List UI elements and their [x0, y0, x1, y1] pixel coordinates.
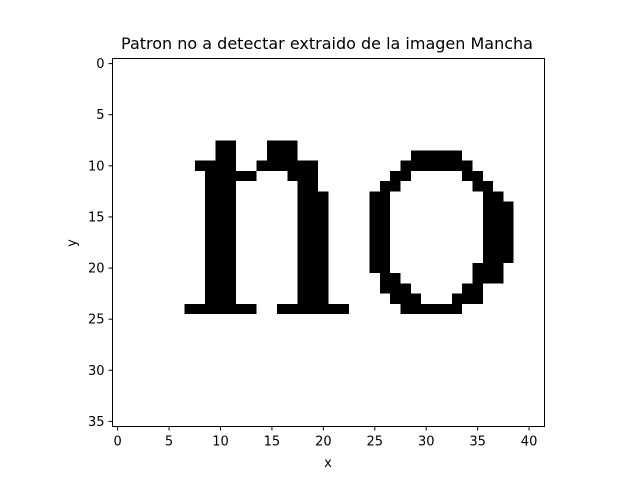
y-tick-label: 15 — [88, 210, 105, 225]
x-tick-label: 15 — [264, 435, 281, 450]
y-tick-label: 10 — [88, 159, 105, 174]
pixel-run — [205, 222, 236, 233]
y-tick-label: 35 — [88, 415, 105, 430]
pixel-run — [205, 283, 236, 294]
pixel-run — [205, 201, 236, 212]
y-tick-label: 25 — [88, 313, 105, 328]
pixel-run — [266, 150, 298, 161]
pixel-run — [379, 181, 401, 192]
x-tick-label: 35 — [469, 435, 486, 450]
pixel-run — [194, 160, 236, 171]
pixel-run — [297, 283, 329, 294]
pixel-run — [451, 293, 483, 304]
pixel-run — [297, 222, 329, 233]
pixel-run — [400, 303, 463, 315]
pixel-run — [205, 293, 236, 304]
pixel-run — [369, 242, 391, 253]
pixel-run — [462, 283, 483, 294]
pixel-run — [266, 140, 298, 151]
pixel-run — [369, 262, 391, 274]
pixel-run — [379, 273, 401, 284]
pixel-run — [297, 181, 319, 192]
pixel-run — [369, 232, 391, 243]
pixel-run — [184, 303, 257, 315]
pixel-run — [482, 252, 514, 263]
x-tick-label: 40 — [521, 435, 538, 450]
pixel-run — [297, 201, 329, 212]
y-axis-label: y — [65, 239, 80, 247]
pixel-run — [205, 181, 236, 192]
pixel-run — [472, 181, 494, 192]
pixel-run — [277, 303, 350, 315]
y-tick-label: 0 — [96, 57, 104, 72]
pixel-run — [256, 160, 319, 171]
pixel-run — [297, 232, 329, 243]
pixel-run — [482, 242, 514, 253]
x-tick-label: 30 — [418, 435, 435, 450]
pixel-run — [205, 252, 236, 263]
pixel-run — [287, 170, 319, 182]
pixel-run — [215, 150, 236, 161]
pixel-run — [297, 252, 329, 263]
pixel-run — [482, 222, 514, 233]
pixel-run — [205, 170, 257, 182]
y-tick-label: 20 — [88, 262, 105, 277]
y-tick-label: 30 — [88, 364, 105, 379]
pixel-run — [205, 262, 236, 274]
pixel-run — [215, 140, 236, 151]
pixel-run — [297, 273, 329, 284]
pixel-run — [369, 252, 391, 263]
pixel-run — [482, 211, 514, 223]
pixel-run — [369, 211, 391, 223]
x-tick-label: 5 — [165, 435, 173, 450]
pixel-run — [205, 211, 236, 223]
pixel-run — [482, 191, 504, 202]
pixel-run — [482, 232, 514, 243]
pixel-run — [205, 191, 236, 202]
image-pixels — [184, 140, 514, 315]
pixel-run — [297, 242, 329, 253]
pixel-run — [390, 170, 411, 182]
pixel-run — [205, 273, 236, 284]
y-tick-label: 5 — [96, 108, 104, 123]
pixel-run — [369, 191, 391, 202]
y-axis-ticks: 0 5 10 15 20 25 30 35 — [88, 57, 113, 430]
x-axis-ticks: 0 5 10 15 20 25 30 35 40 — [114, 426, 538, 450]
x-tick-label: 10 — [212, 435, 229, 450]
x-axis-label: x — [324, 456, 332, 471]
pixel-run — [369, 222, 391, 233]
pixel-run — [379, 283, 411, 294]
pixel-run — [297, 293, 329, 304]
pixel-run — [410, 150, 463, 161]
x-tick-label: 0 — [114, 435, 122, 450]
x-tick-label: 25 — [367, 435, 384, 450]
pixel-run — [297, 191, 329, 202]
axes-frame — [112, 58, 545, 427]
pixel-run — [369, 201, 391, 212]
pixel-run — [472, 273, 504, 284]
pixel-run — [205, 232, 236, 243]
pixel-run — [205, 242, 236, 253]
pixel-run — [297, 211, 329, 223]
chart-title: Patron no a detectar extraido de la imag… — [121, 34, 533, 53]
pixel-run — [400, 160, 473, 171]
pixel-run — [482, 201, 514, 212]
pixel-run — [390, 293, 422, 304]
x-tick-label: 20 — [315, 435, 332, 450]
pixel-run — [472, 262, 504, 274]
pixel-run — [297, 262, 329, 274]
pixel-run — [462, 170, 483, 182]
